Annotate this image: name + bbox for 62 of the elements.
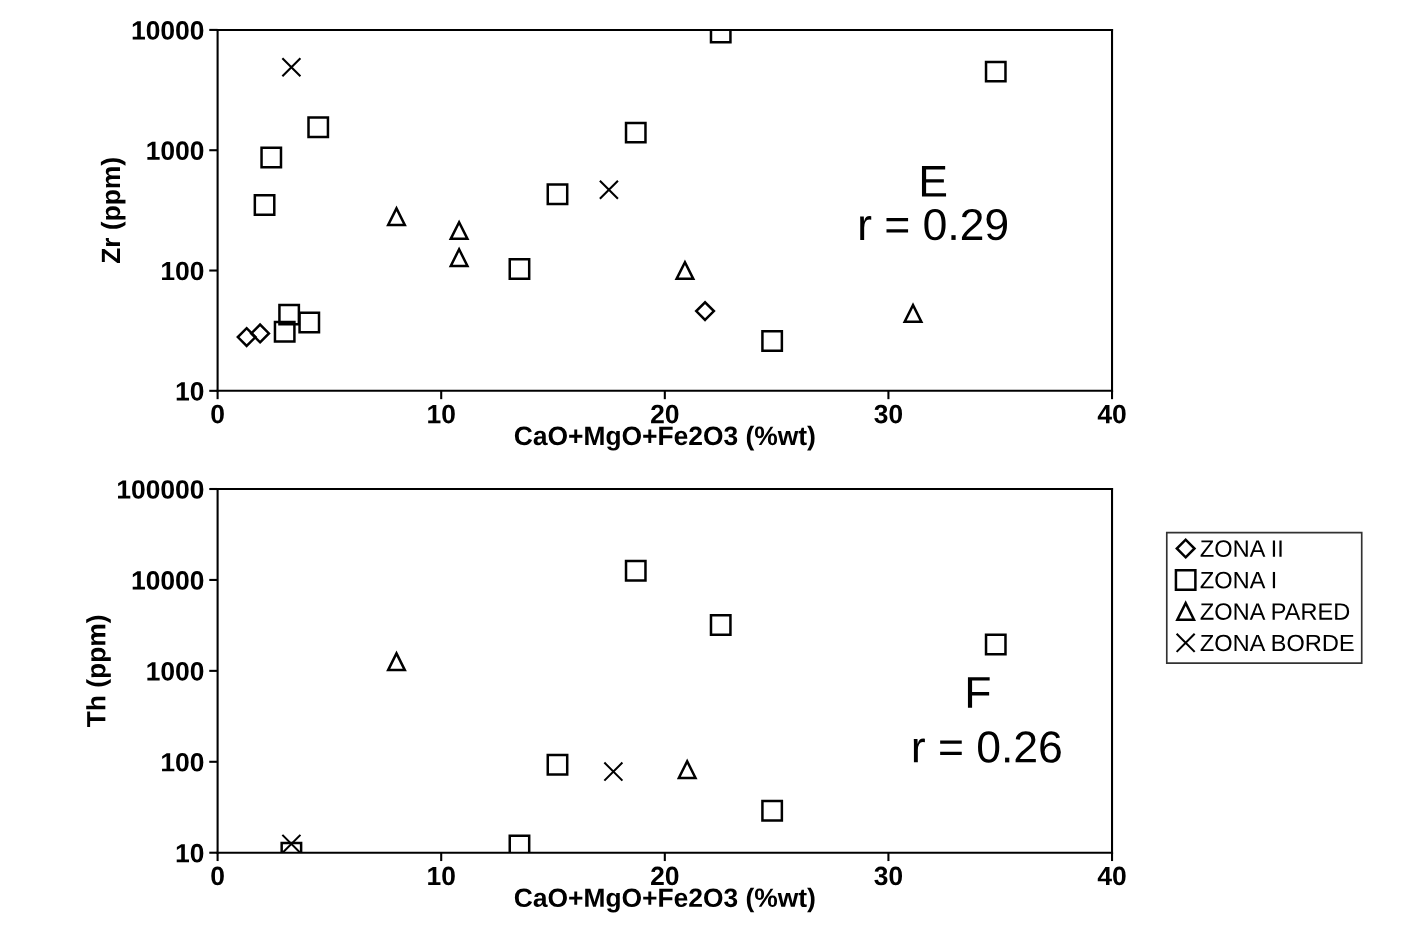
y-axis-title: Th (ppm) (86, 615, 111, 727)
legend-label: ZONA PARED (1200, 603, 1350, 620)
y-tick-label: 100 (162, 261, 204, 281)
x-tick-label: 40 (1097, 866, 1126, 886)
point (761, 329, 784, 352)
y-tick-label: 100 (162, 752, 204, 772)
point (546, 753, 569, 776)
x-tick-label: 10 (428, 404, 455, 424)
point (598, 179, 619, 200)
point (386, 207, 407, 227)
point (984, 60, 1007, 83)
x-tick-label: 0 (211, 866, 224, 886)
y-tick-label: 1000 (147, 141, 204, 161)
point (298, 311, 321, 334)
point (236, 326, 257, 348)
annotation: r = 0.29 (860, 208, 1008, 241)
point (675, 260, 695, 281)
point (281, 57, 302, 78)
x-tick-label: 30 (874, 404, 903, 424)
x-tick-label: 20 (651, 866, 679, 886)
point (273, 320, 296, 343)
x-tick-label: 40 (1097, 404, 1126, 424)
point (508, 258, 531, 280)
x-tick-label: 20 (651, 404, 679, 424)
point (250, 323, 271, 344)
point (508, 834, 531, 853)
point (603, 761, 624, 782)
point (694, 301, 716, 322)
y-axis-title: Zr (ppm) (100, 158, 126, 264)
annotation: F (967, 677, 990, 708)
annotation: r = 0.26 (913, 731, 1061, 763)
y-tick-label: 10000 (132, 21, 204, 40)
point (278, 303, 301, 326)
y-tick-label: 10 (176, 381, 204, 401)
y-tick-label: 10000 (132, 571, 204, 590)
point (903, 303, 923, 323)
legend-label: ZONA BORDE (1200, 634, 1354, 652)
x-tick-label: 30 (874, 866, 903, 886)
point (253, 194, 276, 217)
point (984, 633, 1007, 656)
legend-label: ZONA II (1200, 540, 1282, 557)
point (260, 146, 283, 169)
y-tick-label: 100000 (118, 480, 204, 499)
point (677, 760, 697, 780)
x-axis-title: CaO+MgO+Fe2O3 (%wt) (514, 425, 815, 451)
point (281, 833, 302, 853)
x-axis-title: CaO+MgO+Fe2O3 (%wt) (514, 887, 815, 913)
point (709, 613, 732, 636)
x-tick-label: 10 (428, 866, 455, 886)
point (624, 559, 647, 582)
point (307, 116, 330, 139)
annotation: E (921, 166, 947, 197)
point (449, 248, 469, 268)
y-tick-label: 10 (176, 843, 204, 863)
point (449, 220, 469, 241)
point (761, 799, 784, 822)
point (624, 121, 647, 144)
point (546, 183, 569, 206)
point (386, 652, 407, 672)
x-tick-label: 0 (211, 404, 224, 424)
legend-label: ZONA I (1200, 571, 1276, 589)
y-tick-label: 1000 (147, 662, 204, 681)
